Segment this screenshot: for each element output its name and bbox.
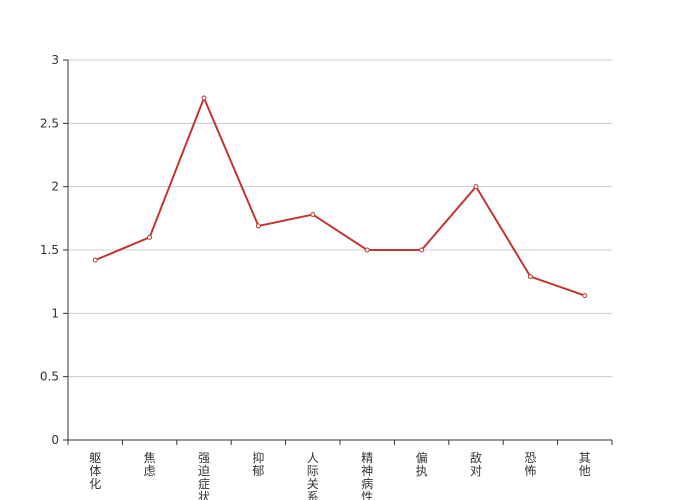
- x-tick-label: 人际关系: [307, 451, 319, 500]
- y-tick-label: 0.5: [40, 370, 59, 384]
- x-tick-label: 恐怖: [524, 451, 536, 478]
- x-tick-label: 躯体化: [89, 450, 101, 491]
- point: [473, 184, 479, 190]
- x-tick-label: 精神病性: [361, 451, 373, 500]
- x-tick-label: 焦虑: [144, 451, 156, 478]
- y-tick-label: 3: [51, 53, 59, 67]
- x-tick-label: 其他: [579, 451, 591, 478]
- x-tick-label: 敌对: [470, 450, 482, 478]
- x-tick-label: 偏执: [416, 450, 428, 478]
- y-tick-label: 2.5: [40, 116, 59, 130]
- point: [255, 223, 261, 229]
- point: [310, 212, 316, 218]
- line: [94, 95, 586, 297]
- point: [92, 257, 98, 263]
- y-tick-label: 2: [51, 180, 59, 194]
- y-tick-label: 1: [51, 306, 59, 320]
- y-tick-label: 0: [51, 433, 59, 447]
- point: [419, 247, 425, 253]
- point: [527, 274, 533, 280]
- x-tick-label: 抑郁: [252, 450, 264, 478]
- point: [364, 247, 370, 253]
- point: [201, 95, 207, 101]
- y-tick-label: 1.5: [40, 243, 59, 257]
- point: [147, 234, 153, 240]
- point: [582, 293, 588, 299]
- x-tick-label: 强迫症状: [198, 451, 210, 500]
